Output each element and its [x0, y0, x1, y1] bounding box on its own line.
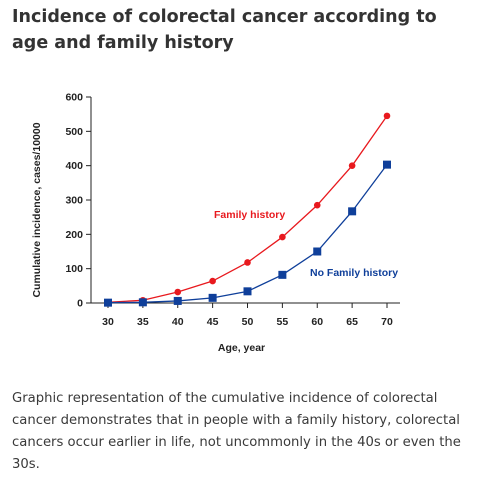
data-point [313, 201, 321, 209]
chart-labels: 0 100 200 300 400 500 600 30 35 40 45 50 55 60 65 70 Age… [31, 92, 398, 355]
x-tick-label: 50 [242, 316, 254, 328]
x-tick-label: 65 [346, 316, 358, 328]
data-point [208, 293, 217, 302]
x-tick-label: 35 [137, 316, 149, 328]
x-tick-label: 60 [311, 316, 323, 328]
y-tick-label: 200 [65, 229, 83, 241]
data-point [209, 277, 216, 285]
y-tick-label: 100 [65, 263, 83, 275]
data-point [348, 162, 356, 169]
y-tick-label: 400 [65, 160, 83, 172]
x-tick-label: 30 [102, 316, 114, 328]
data-point [244, 259, 251, 266]
data-point [243, 287, 252, 296]
data-point [278, 270, 287, 279]
x-tick-label: 45 [207, 316, 219, 328]
data-point [383, 160, 391, 169]
chart-title: Incidence of colorectal cancer according… [12, 7, 437, 53]
data-point [383, 112, 391, 120]
data-point [173, 296, 182, 305]
y-axis-title: Cumulative incidence, cases/10000 [31, 122, 43, 297]
x-tick-label: 70 [381, 316, 393, 328]
y-tick-label: 600 [65, 92, 83, 104]
data-point [348, 207, 357, 216]
data-point [174, 288, 182, 296]
series-markers [104, 112, 391, 307]
data-point [138, 298, 147, 307]
y-tick-label: 300 [65, 195, 83, 207]
y-tick-label: 0 [77, 298, 83, 310]
y-tick-label: 500 [65, 126, 83, 138]
data-point [104, 298, 112, 307]
series-label-family-history: Family history [214, 209, 285, 221]
x-axis-title: Age, year [218, 342, 265, 354]
x-tick-label: 40 [172, 316, 184, 328]
series-line-no-family-history [107, 164, 388, 304]
data-point [279, 233, 286, 241]
chart: 0 100 200 300 400 500 600 30 35 40 45 50 55 60 65 70 Age… [31, 92, 400, 355]
series-label-no-family-history: No Family history [310, 267, 398, 279]
data-point [313, 247, 322, 256]
x-tick-label: 55 [277, 316, 289, 328]
figure-caption: Graphic representation of the cumulative… [12, 391, 461, 472]
